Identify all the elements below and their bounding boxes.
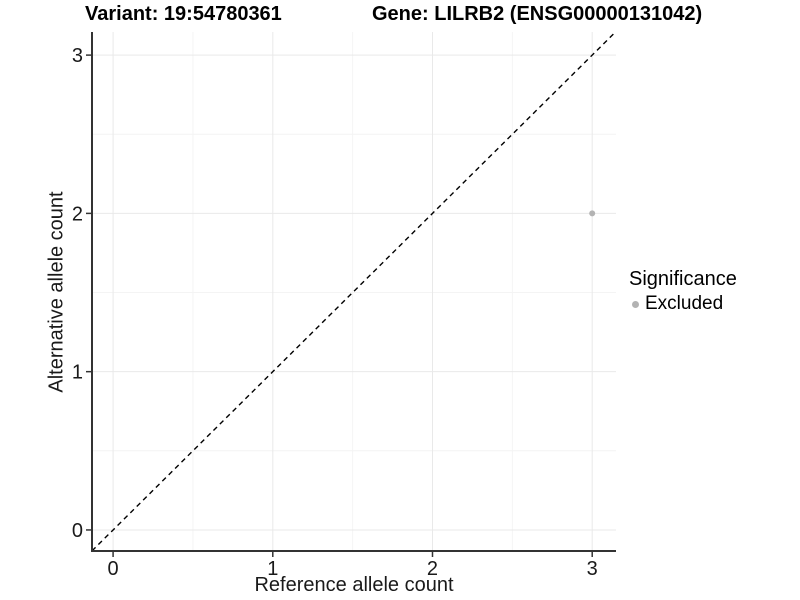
x-tick-label: 1 [267,558,278,580]
legend-title: Significance [629,268,737,290]
y-tick-label: 2 [72,203,83,225]
legend-item-label: Excluded [645,293,724,314]
x-axis-title: Reference allele count [254,574,454,596]
legend-point-icon [632,300,639,308]
identity-reference-line [91,31,617,552]
plot-title-gene: Gene: LILRB2 (ENSG00000131042) [372,3,703,25]
y-tick-label: 1 [72,362,83,384]
plot-title-variant: Variant: 19:54780361 [85,3,282,25]
y-tick-label: 0 [72,520,83,542]
y-tick-label: 3 [72,45,83,67]
x-tick-label: 2 [427,558,438,580]
y-axis-title: Alternative allele count [45,191,68,393]
legend-item-excluded: Excluded [629,293,737,315]
x-tick-label: 3 [587,558,598,580]
x-tick-label: 0 [108,558,119,580]
legend: Significance Excluded [629,268,737,315]
data-point [589,210,596,217]
